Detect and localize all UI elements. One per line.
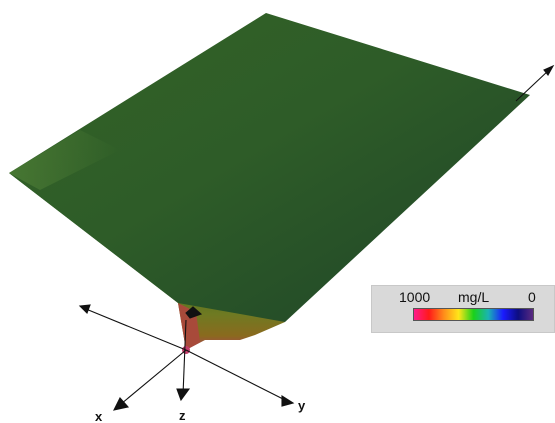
legend-min-label: 0 [528,289,536,305]
surface-top-plane [9,13,530,322]
axis-y-label: y [298,398,306,413]
legend-unit-label: mg/L [458,289,490,305]
legend-max-label: 1000 [399,289,431,305]
axis-z-label: z [179,408,186,423]
axis-back-line [85,308,187,351]
axis-x-arrow-icon [112,397,130,411]
concentration-surface [9,13,530,354]
axis-back-arrow-icon [78,304,91,314]
axis-up-marker-icon [185,306,203,319]
coordinate-axes [78,64,555,411]
axis-x-line [120,349,187,405]
axis-z-line [182,319,187,396]
axis-y-line [185,349,286,401]
axis-z-arrow-icon [176,388,191,402]
axis-far-line [515,69,550,102]
legend-color-scale [413,308,534,321]
axis-x-label: x [95,409,103,423]
axis-far-arrow [543,64,555,76]
surface-sheen [9,130,120,190]
concentration-legend: 1000 mg/L 0 [371,285,555,333]
axis-y-arrow-icon [281,394,295,407]
